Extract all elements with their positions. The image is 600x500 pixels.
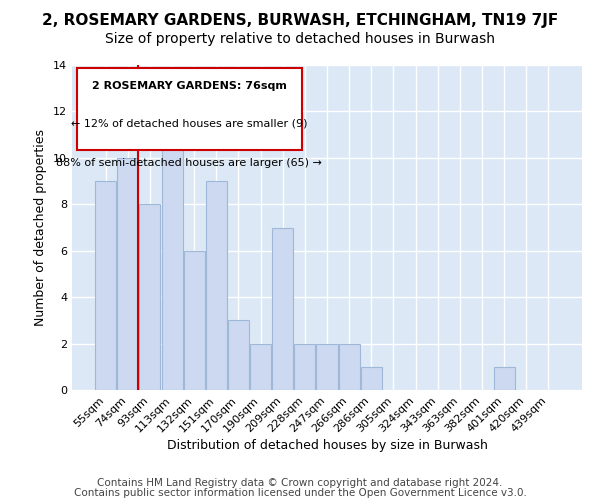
Text: Contains public sector information licensed under the Open Government Licence v3: Contains public sector information licen… (74, 488, 526, 498)
Text: 2, ROSEMARY GARDENS, BURWASH, ETCHINGHAM, TN19 7JF: 2, ROSEMARY GARDENS, BURWASH, ETCHINGHAM… (42, 12, 558, 28)
Bar (228, 320, 249, 390)
Bar (206, 181, 227, 390)
Bar (139, 204, 160, 390)
Y-axis label: Number of detached properties: Number of detached properties (34, 129, 47, 326)
Bar (295, 344, 316, 390)
Bar (161, 134, 182, 390)
Bar (316, 344, 338, 390)
Bar (494, 367, 515, 390)
Text: 2 ROSEMARY GARDENS: 76sqm: 2 ROSEMARY GARDENS: 76sqm (92, 81, 287, 91)
Text: Contains HM Land Registry data © Crown copyright and database right 2024.: Contains HM Land Registry data © Crown c… (97, 478, 503, 488)
Bar (272, 228, 293, 390)
Bar (250, 344, 271, 390)
Text: 88% of semi-detached houses are larger (65) →: 88% of semi-detached houses are larger (… (56, 158, 322, 168)
Bar (184, 250, 205, 390)
Bar (118, 158, 139, 390)
Text: Size of property relative to detached houses in Burwash: Size of property relative to detached ho… (105, 32, 495, 46)
Text: ← 12% of detached houses are smaller (9): ← 12% of detached houses are smaller (9) (71, 118, 308, 128)
Bar (361, 367, 382, 390)
Bar (338, 344, 359, 390)
FancyBboxPatch shape (77, 68, 302, 150)
Bar (95, 181, 116, 390)
X-axis label: Distribution of detached houses by size in Burwash: Distribution of detached houses by size … (167, 440, 487, 452)
